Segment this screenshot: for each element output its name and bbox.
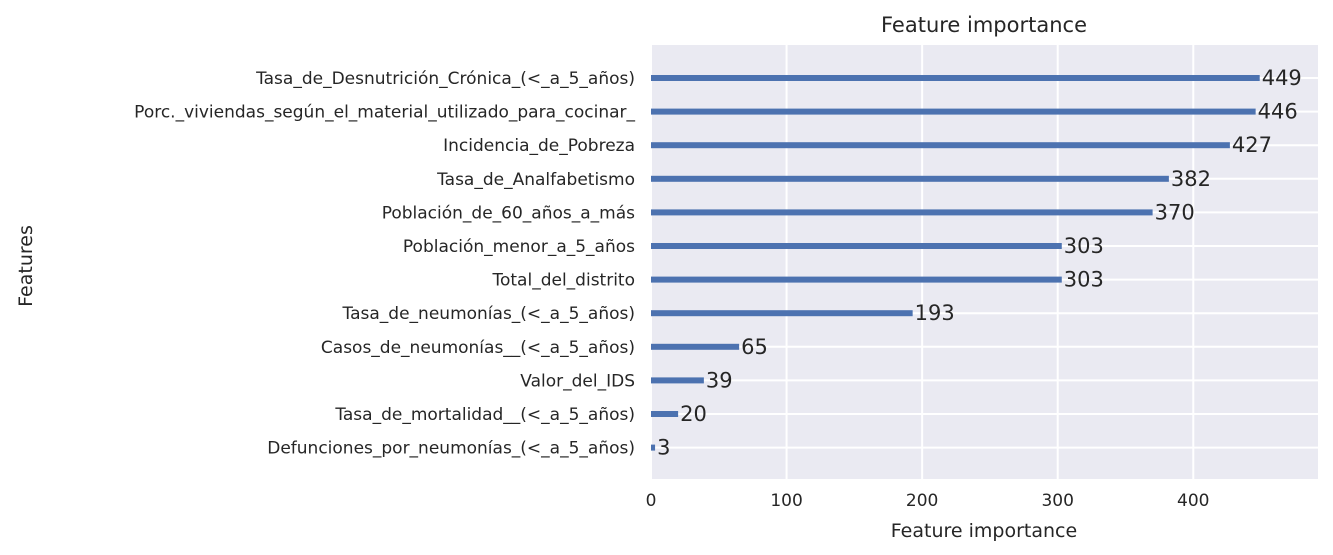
plot-background bbox=[651, 45, 1318, 479]
bar bbox=[651, 411, 679, 417]
bar bbox=[651, 377, 704, 384]
bar bbox=[651, 276, 1062, 283]
y-tick-label: Incidencia_de_Pobreza bbox=[443, 136, 635, 156]
y-tick-label: Población_de_60_años_a_más bbox=[382, 203, 635, 223]
data-label: 3 bbox=[657, 436, 670, 460]
x-tick-label: 100 bbox=[770, 491, 802, 511]
data-labels: 449 446 427 382 370 303 303 193 65 39 20 3 bbox=[657, 66, 1302, 460]
bar bbox=[651, 310, 913, 317]
data-label: 370 bbox=[1155, 200, 1195, 224]
chart-title: Feature importance bbox=[881, 13, 1087, 37]
data-label: 303 bbox=[1064, 268, 1104, 292]
bar bbox=[651, 343, 740, 350]
data-label: 193 bbox=[915, 301, 955, 325]
y-axis-label: Features bbox=[15, 225, 37, 307]
data-label: 303 bbox=[1064, 234, 1104, 258]
y-tick-label: Tasa_de_neumonías_(<_a_5_años) bbox=[342, 304, 635, 324]
data-label: 449 bbox=[1262, 66, 1302, 90]
x-tick-label: 300 bbox=[1041, 491, 1073, 511]
y-tick-label: Casos_de_neumonías__(<_a_5_años) bbox=[321, 338, 635, 358]
data-label: 39 bbox=[706, 368, 733, 392]
bar bbox=[651, 75, 1260, 81]
x-tick-labels: 0 100 200 300 400 bbox=[646, 491, 1210, 511]
data-label: 446 bbox=[1258, 100, 1298, 124]
y-tick-label: Población_menor_a_5_años bbox=[403, 237, 635, 257]
y-tick-label: Tasa_de_Analfabetismo bbox=[436, 170, 635, 190]
bar bbox=[651, 175, 1169, 182]
data-label: 382 bbox=[1171, 167, 1211, 191]
bar bbox=[651, 444, 656, 451]
y-tick-label: Defunciones_por_neumonías_(<_a_5_años) bbox=[267, 439, 635, 459]
y-tick-label: Porc._viviendas_según_el_material_utiliz… bbox=[134, 103, 635, 123]
data-label: 65 bbox=[741, 335, 768, 359]
x-tick-label: 200 bbox=[906, 491, 938, 511]
y-tick-label: Tasa_de_mortalidad__(<_a_5_años) bbox=[334, 405, 635, 425]
bar bbox=[651, 243, 1062, 249]
x-tick-label: 0 bbox=[646, 491, 657, 511]
bar bbox=[651, 142, 1230, 149]
bar bbox=[651, 209, 1153, 216]
x-axis-label: Feature importance bbox=[891, 520, 1077, 542]
bar bbox=[651, 108, 1256, 115]
y-tick-label: Total_del_distrito bbox=[492, 271, 636, 291]
y-tick-label: Valor_del_IDS bbox=[520, 371, 635, 391]
data-label: 20 bbox=[680, 402, 707, 426]
y-tick-label: Tasa_de_Desnutrición_Crónica_(<_a_5_años… bbox=[255, 69, 635, 89]
x-tick-label: 400 bbox=[1177, 491, 1209, 511]
bars bbox=[651, 75, 1260, 451]
y-tick-labels: Tasa_de_Desnutrición_Crónica_(<_a_5_años… bbox=[134, 69, 635, 459]
data-label: 427 bbox=[1232, 133, 1272, 157]
